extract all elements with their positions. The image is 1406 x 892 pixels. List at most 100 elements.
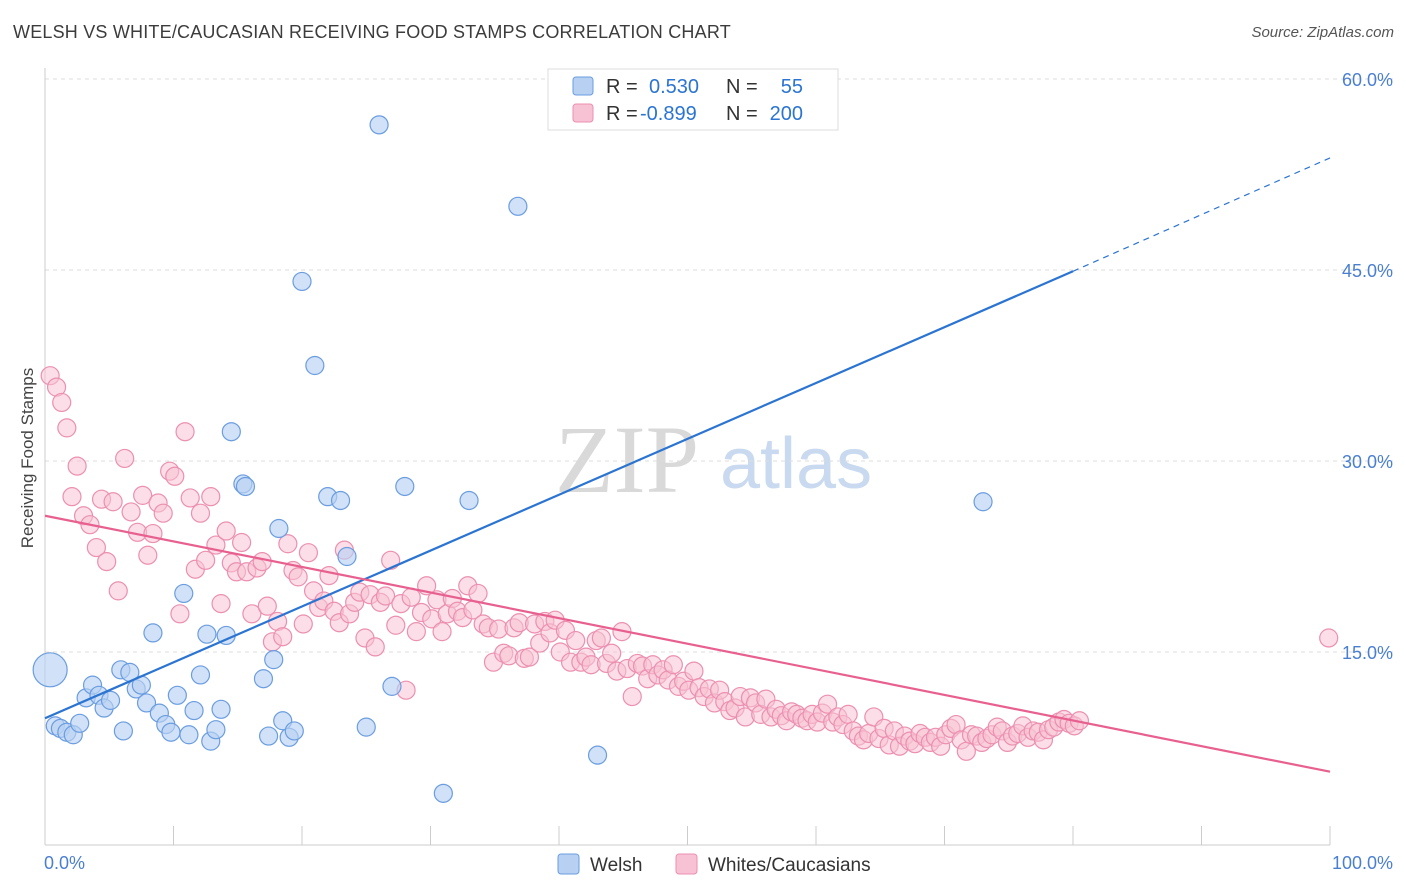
chart-title: WELSH VS WHITE/CAUCASIAN RECEIVING FOOD …: [13, 22, 731, 42]
data-point-welsh: [100, 690, 121, 710]
data-point-white: [180, 488, 200, 508]
data-point-white: [211, 594, 231, 614]
legend-top: R = 0.530 N = 55 R = -0.899 N = 200: [547, 68, 839, 131]
data-point-white: [175, 422, 195, 442]
data-point-white: [1319, 628, 1339, 648]
trend-lines: [44, 157, 1331, 773]
data-point-welsh: [190, 665, 211, 685]
data-point-welsh: [264, 650, 284, 670]
data-point-welsh: [70, 713, 90, 733]
legend-bottom: Welsh Whites/Caucasians: [557, 853, 871, 876]
data-point-white: [86, 537, 107, 558]
trend-line-welsh-extension: [1072, 157, 1331, 272]
data-point-welsh: [197, 624, 217, 644]
data-point-welsh: [284, 721, 304, 741]
data-point-welsh: [973, 492, 993, 512]
data-point-welsh: [292, 271, 312, 292]
axes: [44, 68, 1331, 846]
data-point-white: [252, 551, 272, 572]
data-point-welsh: [179, 725, 199, 745]
source-credit: Source: ZipAtlas.com: [1251, 24, 1394, 41]
data-point-white: [108, 581, 128, 601]
data-point-white: [232, 532, 252, 553]
data-point-welsh: [330, 490, 351, 511]
data-point-white: [196, 550, 216, 570]
legend-r-label-welsh: R =: [606, 76, 638, 98]
data-point-welsh: [32, 652, 68, 688]
legend-n-value-white: 200: [770, 103, 803, 125]
data-point-welsh: [459, 490, 479, 511]
data-point-white: [67, 456, 87, 476]
data-point-white: [622, 686, 642, 707]
data-point-white: [293, 614, 313, 634]
data-point-white: [273, 627, 293, 647]
data-point-white: [153, 503, 173, 523]
data-point-white: [97, 551, 117, 572]
data-point-white: [663, 655, 683, 675]
data-point-white: [298, 543, 319, 563]
y-tick-labels: 15.0% 30.0% 45.0% 60.0%: [1342, 70, 1393, 663]
data-point-white: [115, 448, 135, 469]
watermark-atlas: atlas: [720, 424, 872, 504]
data-point-white: [519, 647, 540, 667]
data-point-welsh: [508, 196, 528, 216]
legend-box: [547, 68, 839, 131]
data-point-welsh: [587, 745, 608, 765]
data-point-welsh: [269, 518, 289, 539]
x-tick-label-max: 100.0%: [1332, 853, 1393, 873]
data-point-white: [591, 628, 612, 648]
data-point-white: [288, 567, 308, 587]
trend-line-white: [44, 514, 1331, 773]
data-point-white: [121, 502, 141, 522]
data-point-white: [57, 418, 77, 438]
legend-swatch-white: [572, 103, 594, 123]
bottom-legend-label-welsh: Welsh: [590, 855, 642, 876]
bottom-legend-swatch-welsh: [557, 853, 580, 875]
data-point-welsh: [184, 700, 204, 721]
legend-swatch-welsh: [572, 76, 594, 96]
trend-line-welsh: [44, 270, 1074, 720]
data-point-white: [684, 661, 704, 681]
data-point-white: [143, 523, 163, 544]
data-point-white: [602, 643, 622, 663]
y-tick-label: 45.0%: [1342, 261, 1393, 281]
data-point-white: [375, 586, 396, 606]
data-point-welsh: [356, 717, 376, 737]
data-point-welsh: [221, 422, 241, 442]
data-point-welsh: [305, 355, 325, 376]
data-point-white: [133, 485, 153, 505]
data-point-white: [432, 622, 452, 642]
data-point-welsh: [136, 693, 157, 713]
data-point-white: [838, 704, 858, 724]
data-point-white: [406, 622, 426, 642]
bottom-legend-label-white: Whites/Caucasians: [708, 855, 871, 876]
data-point-white: [138, 545, 158, 565]
y-axis-label: Receiving Food Stamps: [18, 368, 37, 548]
legend-n-label-welsh: N =: [726, 76, 758, 98]
data-point-white: [62, 487, 82, 507]
data-point-welsh: [113, 721, 133, 741]
legend-r-label-white: R =: [606, 103, 638, 125]
data-point-white: [365, 637, 385, 657]
data-point-white: [52, 392, 72, 413]
data-point-welsh: [206, 720, 226, 740]
data-point-welsh: [211, 699, 231, 719]
legend-r-value-white: -0.899: [640, 103, 697, 125]
data-point-white: [103, 492, 123, 512]
legend-n-label-white: N =: [726, 103, 758, 125]
data-point-white: [242, 604, 262, 624]
watermark: ZIP atlas: [555, 406, 872, 513]
data-point-welsh: [382, 676, 402, 696]
data-point-welsh: [143, 623, 163, 643]
data-point-white: [278, 534, 298, 554]
data-point-welsh: [167, 685, 187, 705]
data-point-white: [566, 630, 586, 651]
data-point-welsh: [369, 115, 389, 135]
watermark-zip: ZIP: [555, 406, 699, 513]
data-point-white: [190, 503, 211, 523]
data-point-white: [216, 521, 236, 541]
legend-r-value-welsh: 0.530: [649, 76, 699, 98]
data-point-white: [257, 596, 277, 616]
y-tick-label: 15.0%: [1342, 643, 1393, 663]
